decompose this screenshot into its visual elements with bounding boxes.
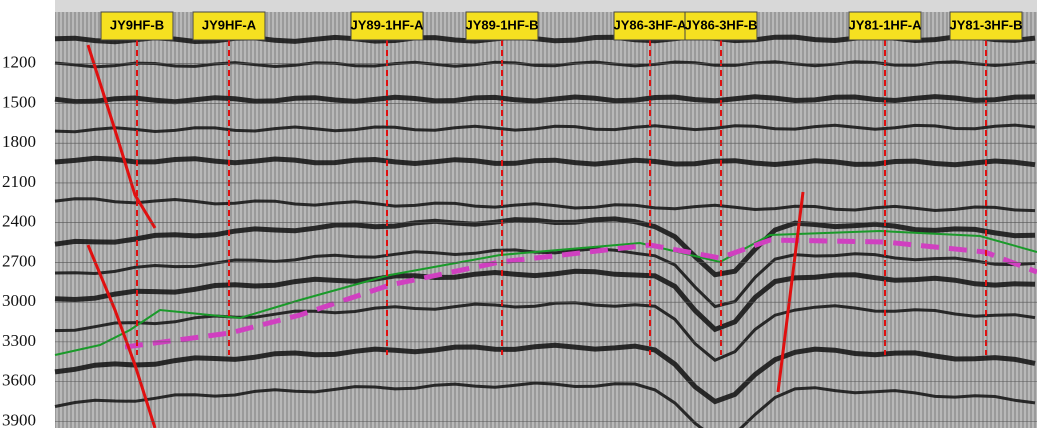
well-label: JY81-1HF-A [849, 17, 923, 32]
reflectors [54, 34, 1036, 428]
reflector [54, 381, 1036, 428]
depth-tick-label: 2700 [2, 251, 36, 270]
reflector [54, 342, 1036, 405]
depth-tick-label: 1200 [2, 53, 36, 72]
well-label-box [350, 11, 424, 41]
well-label: JY9HF-B [110, 17, 164, 32]
well-label-box [684, 11, 758, 41]
reflector [54, 155, 1036, 168]
depth-tick-label: 1800 [2, 132, 36, 151]
reflector [54, 94, 1036, 105]
well-label: JY86-3HF-B [685, 17, 758, 32]
well-label-box [100, 11, 174, 41]
depth-tick-label: 1500 [2, 92, 36, 111]
reflector [54, 197, 1036, 213]
well-label: JY89-1HF-B [466, 17, 539, 32]
well-label: JY81-3HF-B [950, 17, 1023, 32]
header-strip [55, 0, 1037, 12]
depth-tick-label: 2100 [2, 172, 36, 191]
reflector [54, 216, 1036, 278]
well-label-box [949, 11, 1023, 41]
depth-tick-label: 3300 [2, 331, 36, 350]
reflector [54, 123, 1036, 134]
depth-tick-label: 3900 [2, 410, 36, 428]
depth-tick-label: 3000 [2, 291, 36, 310]
well-label-box [192, 11, 266, 41]
fault [776, 191, 805, 393]
fault [86, 44, 157, 229]
depth-tick-label: 3600 [2, 371, 36, 390]
well-label: JY86-3HF-A [614, 17, 688, 32]
reflector [54, 268, 1036, 333]
well-label: JY9HF-A [202, 17, 257, 32]
horizon-green [54, 229, 1037, 356]
well-label-box [848, 11, 922, 41]
depth-tick-label: 2400 [2, 212, 36, 231]
fault [86, 244, 157, 428]
well-label-box [613, 11, 687, 41]
well-label: JY89-1HF-A [351, 17, 425, 32]
well-label-box [465, 11, 539, 41]
